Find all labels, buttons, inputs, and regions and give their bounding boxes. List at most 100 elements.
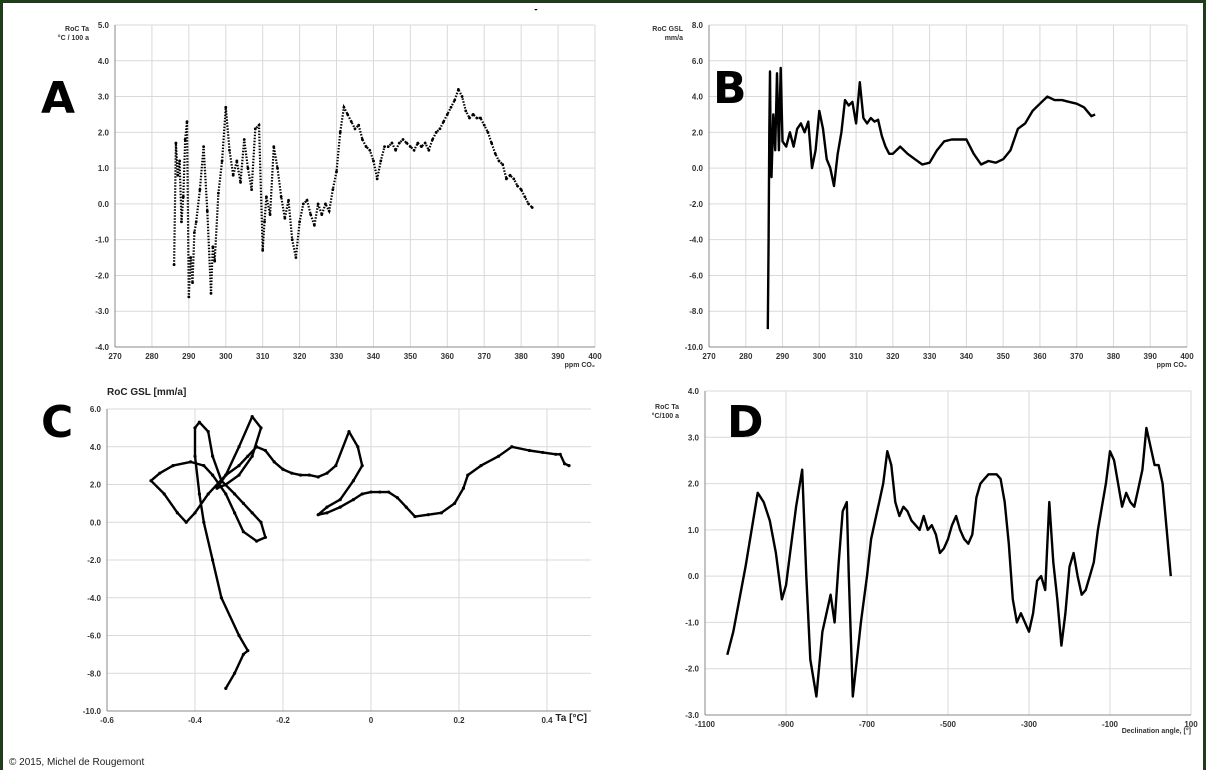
series-line [173,86,533,297]
data-point [558,452,562,456]
data-point [290,471,294,475]
x-tick-label: 0 [369,716,374,725]
x-axis-label: ppm CO₂ [565,362,595,369]
y-tick-label: 4.0 [692,93,704,102]
data-point [261,249,265,252]
data-point [504,177,508,181]
data-point [387,490,391,494]
data-point [191,281,194,284]
y-tick-label: 6.0 [90,405,102,414]
x-axis-label: Ta [°C] [555,713,587,724]
data-point [171,464,175,468]
data-point [231,173,235,177]
x-tick-label: 370 [478,352,492,361]
data-point [516,184,519,188]
data-point [263,220,266,224]
data-point [368,148,372,152]
data-point [193,426,197,430]
data-point [246,454,250,458]
data-point [307,473,311,477]
data-point [246,649,250,653]
data-point [250,188,254,191]
data-point [456,88,460,91]
data-point [272,145,276,149]
x-tick-label: 350 [996,352,1010,361]
data-point [530,206,534,209]
data-point [202,464,206,468]
data-point [523,195,527,199]
data-point [202,520,206,524]
x-tick-label: 300 [813,352,827,361]
data-point [420,145,423,149]
x-tick-label: 330 [923,352,937,361]
data-point [324,202,327,206]
x-tick-label: 330 [330,352,344,361]
data-point [194,220,198,224]
panel-c: 6.0 4.0 2.0 0.0 -2.0 -4.0 -6.0 -8.0 -10.0 -0.6 -0.… [39,381,623,733]
y-tick-label: 2.0 [688,480,700,489]
data-point [255,445,259,449]
data-point [405,141,409,145]
data-point [241,530,245,534]
data-point [427,148,431,152]
y-tick-label: 5.0 [98,21,110,30]
series-line [766,66,1096,330]
data-point [187,295,191,299]
data-point [475,116,479,120]
y-tick-label: -6.0 [87,632,101,641]
data-point [497,159,501,163]
data-point [193,454,197,458]
data-point [211,473,215,477]
data-point [426,513,430,517]
y-tick-label: -3.0 [685,711,699,720]
data-point [408,145,412,149]
data-point [554,452,558,456]
y-tick-label: 1.0 [688,526,700,535]
data-point [233,671,237,675]
data-point [386,145,390,149]
y-tick-label: -4.0 [689,236,703,245]
data-point [325,471,329,475]
x-tick-label: 290 [776,352,790,361]
data-point [534,9,538,11]
data-point [219,596,223,600]
data-point [298,220,302,224]
data-point [563,462,567,466]
panel-c-letter: C [41,397,74,448]
data-point [431,138,434,141]
data-point [466,473,470,477]
y-tick-label: 2.0 [692,128,704,137]
data-point [305,198,309,202]
data-point [335,170,338,174]
x-tick-label: -900 [778,720,795,729]
data-point [379,159,383,163]
data-point [351,498,355,502]
y-tick-label: -2.0 [685,665,699,674]
data-point [449,105,453,109]
y-tick-label: 0.0 [688,572,700,581]
data-point [224,492,228,496]
data-point [259,426,263,430]
x-tick-label: -100 [1102,720,1119,729]
data-point [202,145,206,149]
y-tick-label: -3.0 [95,307,109,316]
panel-c-chart: 6.0 4.0 2.0 0.0 -2.0 -4.0 -6.0 -8.0 -10.0-0.6 -0.… [83,387,591,725]
panel-d-chart: 4.0 3.0 2.0 1.0 0.0 -1.0 -2.0 -3.0-1100 -900 -700… [652,387,1199,735]
data-point [316,475,320,479]
data-point [316,513,320,517]
data-point [460,95,464,98]
data-point [325,505,329,509]
panel-b-letter: B [713,63,747,114]
data-point [264,195,268,199]
y-tick-label: -10.0 [83,707,102,716]
data-point [316,202,320,206]
data-point [180,220,183,224]
data-point [149,479,153,483]
x-tick-label: -300 [1021,720,1038,729]
data-point [250,454,254,458]
x-tick-label: 380 [514,352,528,361]
data-point [453,98,457,102]
data-point [434,130,438,134]
